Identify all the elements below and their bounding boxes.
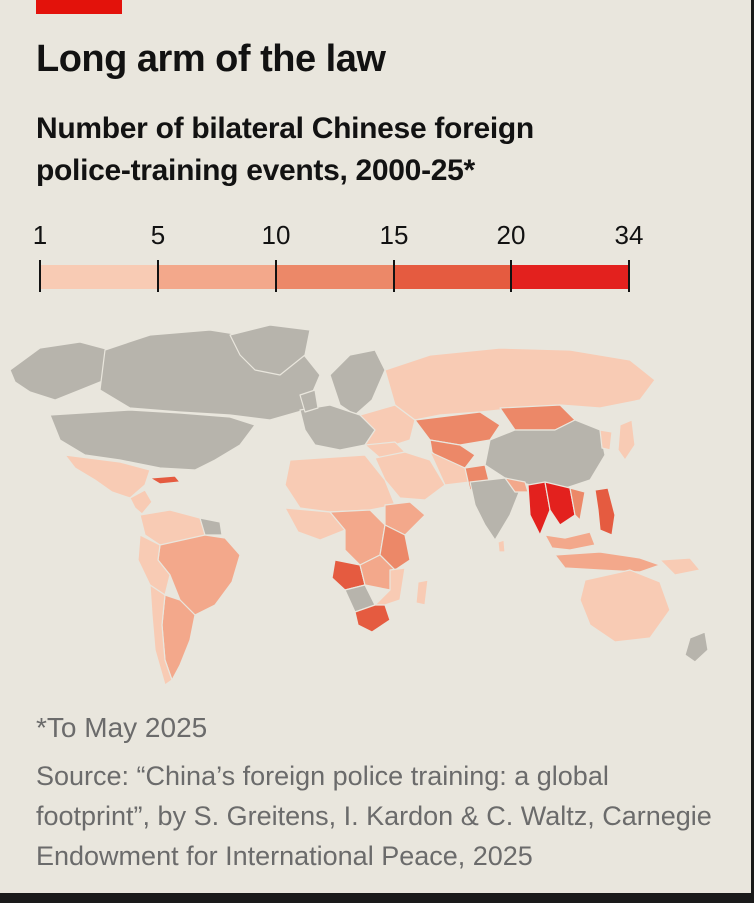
legend-tick-label: 34: [614, 220, 644, 250]
legend-tick: [157, 260, 159, 292]
region-sri-lanka: [497, 539, 506, 553]
region-korea: [599, 429, 613, 451]
region-madagascar: [415, 579, 429, 606]
region-australia: [579, 569, 671, 643]
region-china: [484, 419, 606, 491]
legend-tick-label: 20: [496, 220, 526, 250]
region-central-america: [129, 489, 153, 515]
legend-tick-label: 1: [32, 220, 48, 250]
region-indonesia: [554, 551, 661, 573]
region-east-africa: [379, 524, 411, 571]
legend-tick-label: 5: [150, 220, 166, 250]
world-map: [9, 324, 709, 686]
legend-swatch-5-10: [158, 265, 276, 289]
accent-bar: [36, 0, 122, 14]
region-middle-east: [374, 451, 446, 501]
legend-tick: [39, 260, 41, 292]
legend-swatch-15-20: [394, 265, 511, 289]
region-chile: [149, 584, 173, 686]
legend-swatch-10-15: [276, 265, 394, 289]
footnote: *To May 2025: [36, 712, 208, 743]
region-myanmar: [527, 481, 551, 536]
region-japan: [617, 419, 636, 461]
legend-swatch-20-34: [511, 265, 629, 289]
legend-tick: [393, 260, 395, 292]
region-papua: [659, 557, 701, 576]
region-malaysia: [544, 531, 596, 551]
color-legend: 1 5 10 15 20 34: [30, 220, 650, 300]
legend-swatch-1-5: [40, 265, 158, 289]
region-scandinavia: [329, 349, 386, 416]
legend-tick: [628, 260, 630, 292]
legend-tick-label: 15: [379, 220, 409, 250]
region-west-africa: [284, 507, 346, 541]
region-south-africa: [354, 604, 391, 633]
source-note: Source: “China’s foreign police training…: [36, 761, 712, 871]
region-cuba: [149, 475, 181, 485]
region-western-europe: [299, 404, 376, 451]
region-greenland: [229, 324, 311, 376]
legend-tick-label: 10: [261, 220, 291, 250]
region-new-zealand: [684, 631, 709, 663]
chart-subtitle: Number of bilateral Chinese foreign poli…: [36, 112, 534, 187]
region-russia: [384, 347, 656, 421]
region-horn-of-africa: [384, 501, 426, 536]
legend-tick: [510, 260, 512, 292]
region-uk: [299, 389, 319, 413]
legend-tick: [275, 260, 277, 292]
region-alaska: [9, 341, 111, 401]
region-thailand-laos-cambodia: [544, 481, 576, 526]
region-vietnam: [569, 487, 586, 521]
chart-title: Long arm of the law: [36, 38, 386, 80]
region-guianas: [199, 517, 223, 536]
region-philippines: [594, 487, 616, 536]
region-usa: [49, 409, 256, 471]
region-peru-bolivia: [137, 534, 171, 596]
